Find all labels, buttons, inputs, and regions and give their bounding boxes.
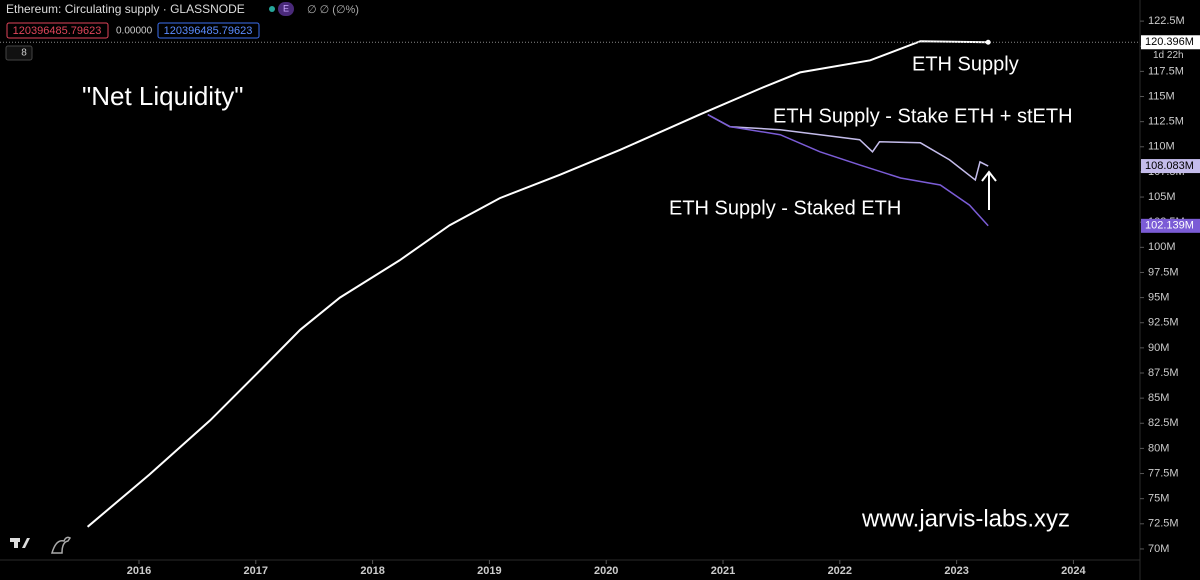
y-tick-label: 82.5M [1148, 417, 1179, 429]
series-line [86, 40, 989, 528]
annotation: "Net Liquidity" [82, 81, 244, 111]
last-point [985, 39, 991, 45]
open-box [6, 22, 109, 39]
price-tag [1141, 35, 1200, 50]
close-value: 120396485.79623 [164, 25, 253, 37]
x-tick-label: 2022 [828, 565, 852, 577]
price-tag [1141, 218, 1200, 233]
x-tick-label: 2017 [244, 565, 268, 577]
y-tick-label: 110M [1148, 141, 1175, 153]
x-tick-label: 2019 [477, 565, 501, 577]
y-tick-label: 85M [1148, 392, 1169, 404]
arrow [981, 170, 997, 210]
status-dot [269, 6, 275, 12]
x-tick-label: 2024 [1061, 565, 1086, 577]
annotation: ETH Supply - Staked ETH [669, 197, 901, 219]
plot [0, 39, 1140, 528]
y-tick-label: 100M [1148, 241, 1176, 253]
y-tick-label: 95M [1148, 292, 1169, 304]
y-tick-label: 72.5M [1148, 518, 1179, 530]
y-tick-label: 97.5M [1148, 266, 1179, 278]
series-line [707, 113, 989, 182]
diff-value: 0.00000 [116, 26, 153, 37]
series-line [707, 113, 989, 227]
y-tick-label: 77.5M [1148, 467, 1179, 479]
price-tag-label: 108.083M [1145, 160, 1194, 172]
logo [10, 536, 72, 554]
y-tick-label: 112.5M [1148, 116, 1184, 128]
badge-text: E [283, 3, 289, 13]
open-value: 120396485.79623 [13, 25, 102, 37]
annotation: ETH Supply - Stake ETH + stETH [773, 105, 1073, 127]
countdown: 1d 22h [1153, 50, 1184, 61]
y-tick-label: 115M [1148, 90, 1175, 102]
x-tick-label: 2016 [127, 565, 151, 577]
close-box [157, 22, 260, 39]
y-tick-label: 105M [1148, 191, 1176, 203]
y-tick-label: 122.5M [1148, 15, 1185, 27]
indicator-toggle[interactable] [5, 45, 33, 61]
indicator-count: 8 [21, 48, 27, 59]
price-tag-label: 102.139M [1145, 220, 1194, 232]
change: ∅ ∅ (∅%) [307, 4, 359, 16]
y-tick-label: 90M [1148, 342, 1169, 354]
badge [278, 2, 294, 16]
x-tick-label: 2018 [360, 565, 384, 577]
y-tick-label: 80M [1148, 442, 1169, 454]
y-tick-label: 117.5M [1148, 65, 1184, 77]
x-tick-label: 2023 [944, 565, 968, 577]
x-tick-label: 2020 [594, 565, 618, 577]
y-tick-label: 75M [1148, 493, 1169, 505]
watermark: www.jarvis-labs.xyz [861, 505, 1070, 532]
chart-title: Ethereum: Circulating supply · GLASSNODE [6, 2, 245, 16]
price-tag [1141, 159, 1200, 174]
price-tag-label: 120.396M [1145, 36, 1194, 48]
annotation: ETH Supply [912, 53, 1019, 75]
y-tick-label: 70M [1148, 543, 1169, 555]
y-tick-label: 92.5M [1148, 317, 1179, 329]
x-tick-label: 2021 [711, 565, 735, 577]
y-tick-label: 87.5M [1148, 367, 1179, 379]
